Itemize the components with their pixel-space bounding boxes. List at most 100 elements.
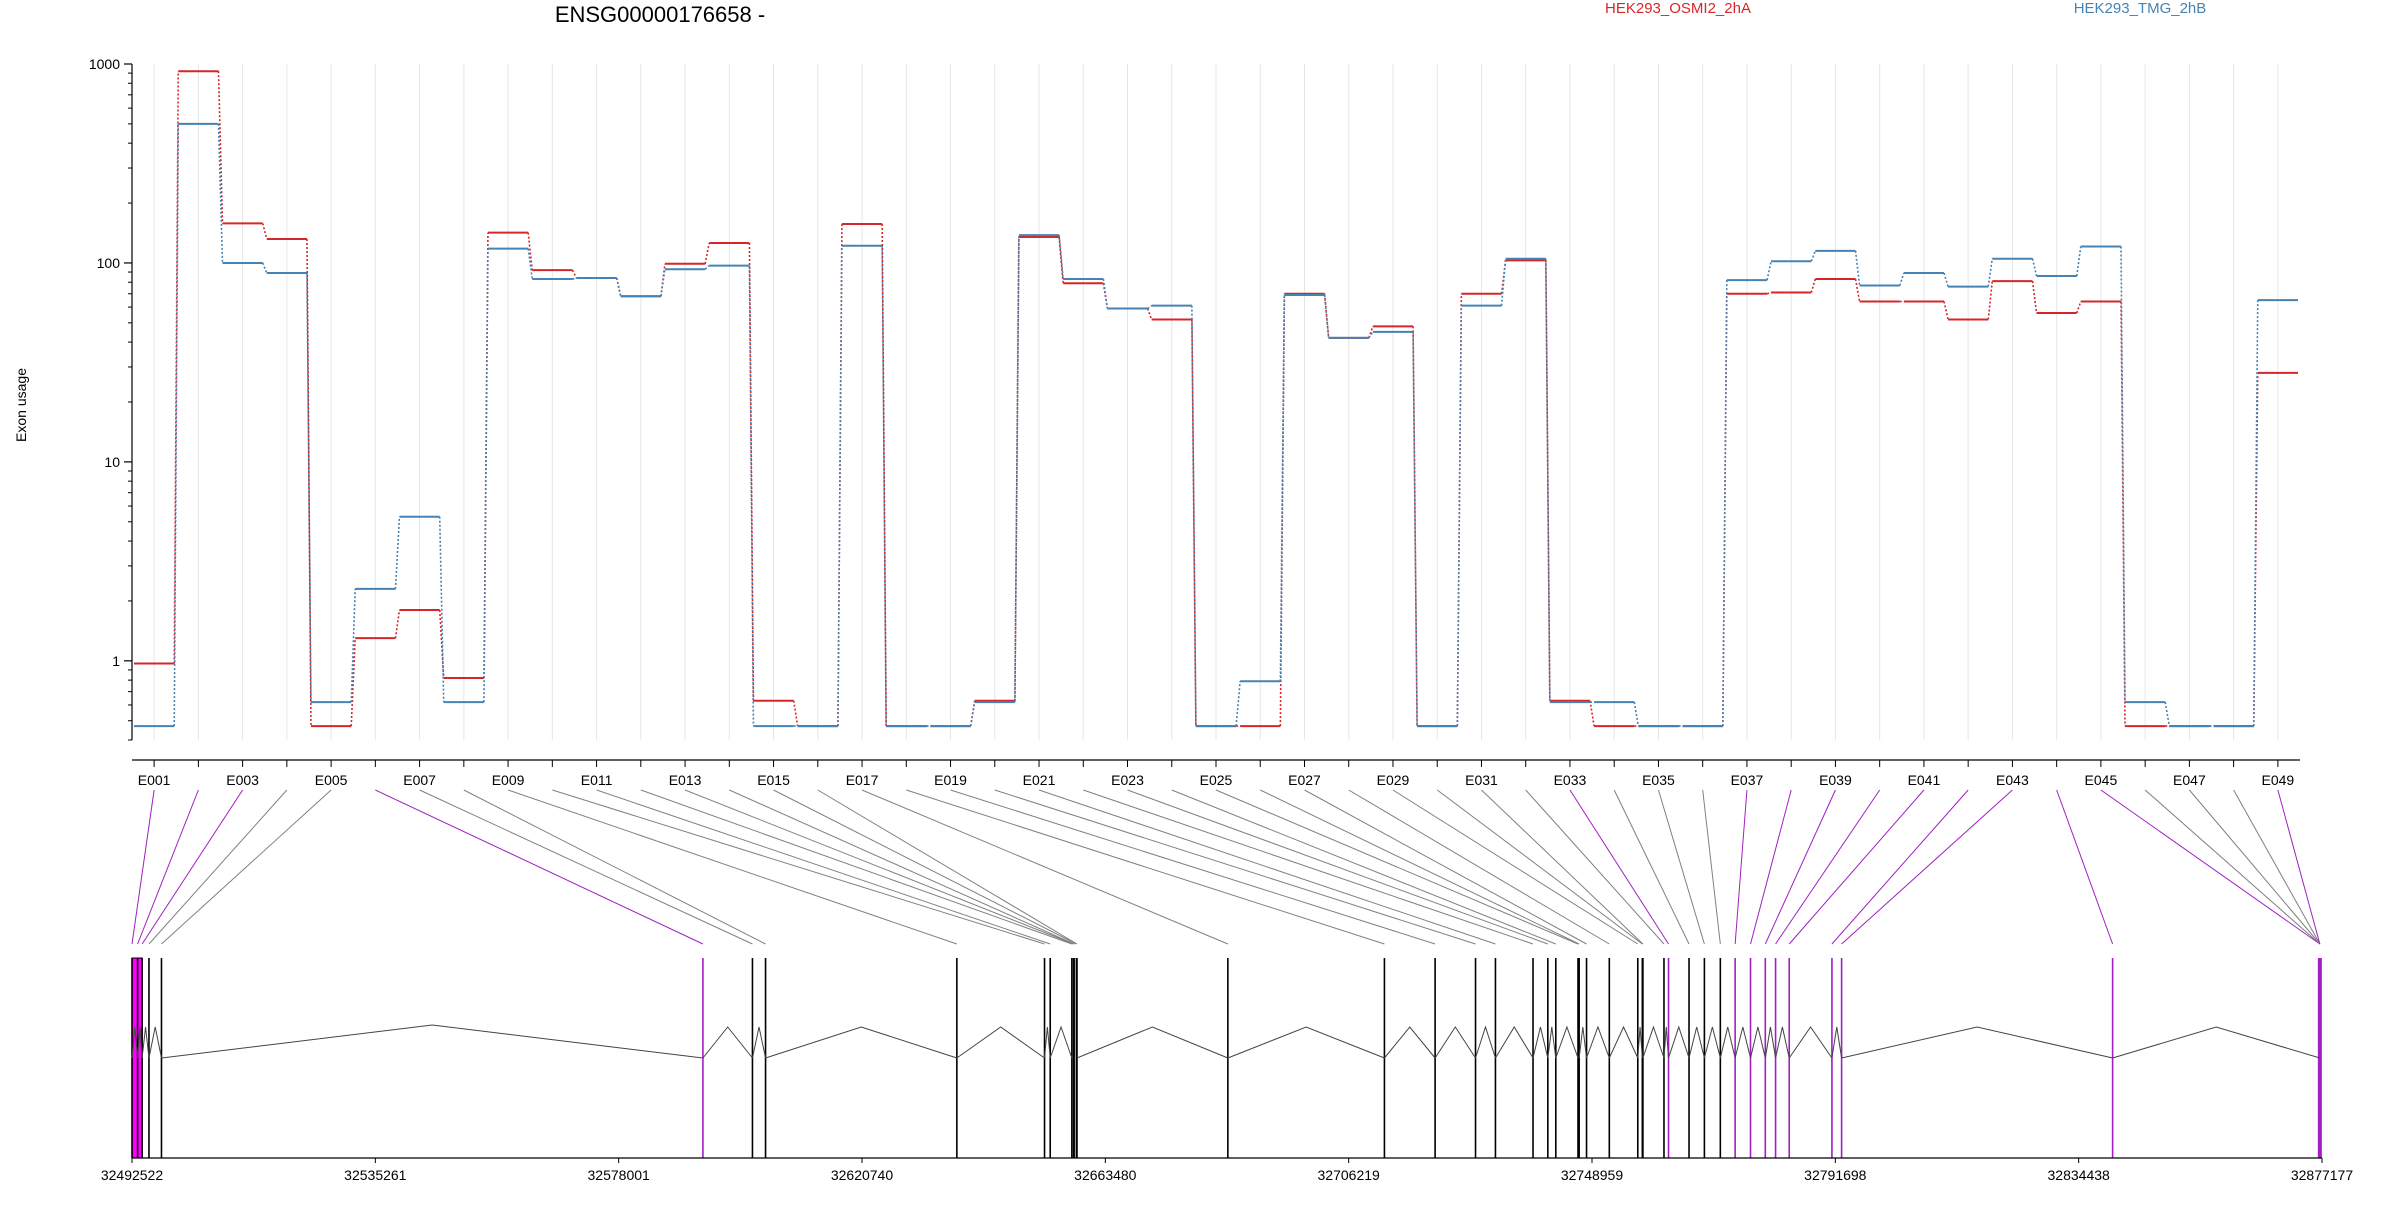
x-tick-label: E027	[1288, 772, 1321, 788]
x-tick-label: E029	[1377, 772, 1410, 788]
coord-tick-label: 32748959	[1561, 1167, 1624, 1183]
exon-connector	[596, 789, 1051, 945]
exon-connector	[906, 789, 1385, 945]
series-connector	[2031, 258, 2038, 277]
exon-connector	[1127, 789, 1548, 945]
intron-chevron	[1555, 1025, 1579, 1059]
intron-chevron	[1384, 1026, 1436, 1059]
x-tick-label: E047	[2173, 772, 2206, 788]
exon-connector	[1831, 789, 1969, 945]
intron-chevron	[702, 1026, 753, 1059]
exon-connector	[507, 789, 958, 945]
legend-entry: HEK293_OSMI2_2hA	[1605, 0, 1751, 17]
intron-chevron	[1475, 1025, 1496, 1059]
intron-chevron	[1668, 1025, 1690, 1059]
series-connector	[1854, 278, 1861, 302]
intron-chevron	[1642, 1025, 1665, 1059]
y-tick-label: 1000	[89, 56, 120, 72]
intron-chevron	[131, 1026, 139, 1059]
x-tick-label: E033	[1554, 772, 1587, 788]
intron-chevron	[1663, 1026, 1670, 1059]
series-connector	[438, 516, 445, 703]
series-connector	[217, 123, 224, 263]
exon-connector	[773, 789, 1077, 945]
x-tick-label: E037	[1731, 772, 1764, 788]
exon-connector	[1764, 789, 1836, 945]
exon-connector	[552, 789, 1045, 945]
series-connector	[261, 262, 268, 274]
exon-connector	[1392, 789, 1639, 945]
exon-connector	[1750, 789, 1792, 945]
series-connector	[1899, 272, 1905, 286]
x-tick-label: E041	[1908, 772, 1941, 788]
intron-chevron	[1841, 1026, 2113, 1059]
x-tick-label: E025	[1200, 772, 1233, 788]
intron-chevron	[1434, 1026, 1476, 1059]
intron-chevron	[1750, 1026, 1766, 1059]
intron-chevron	[1532, 1026, 1549, 1059]
series-connector	[2252, 300, 2259, 727]
y-axis: 1 10 100 1000	[89, 56, 133, 741]
series-HEK293_TMG_2hB	[134, 122, 2298, 728]
series-connector	[837, 245, 843, 727]
exon-connector	[1841, 789, 2013, 945]
intron-chevron	[956, 1026, 1045, 1059]
coord-tick-label: 32791698	[1804, 1167, 1867, 1183]
exon-connector	[2233, 789, 2321, 945]
series-connector	[350, 638, 357, 727]
x-axis: E001 E003 E005 E007 E009 E011 E013 E015 E017 E019…	[132, 759, 2300, 788]
exon-connector	[2277, 789, 2321, 945]
exon-connector	[861, 789, 1229, 945]
exon-connector	[1775, 789, 1881, 945]
intron-chevron	[765, 1026, 958, 1059]
coord-tick-label: 32578001	[588, 1167, 651, 1183]
series-connector	[1810, 278, 1817, 293]
intron-chevron	[1688, 1026, 1705, 1059]
series-connector	[1943, 272, 1949, 287]
exon-connector	[817, 789, 1078, 945]
series-connector	[1412, 331, 1418, 727]
x-tick-label: E043	[1996, 772, 2029, 788]
exon-connector	[1613, 789, 1690, 945]
series-connector	[173, 123, 180, 727]
exon-connector	[1215, 789, 1579, 945]
x-tick-label: E019	[934, 772, 967, 788]
exon-connector	[375, 789, 704, 945]
exon-connector	[950, 789, 1436, 945]
series-connector	[1102, 278, 1109, 309]
exon-connector	[1569, 789, 1669, 945]
exon-connector	[1171, 789, 1556, 945]
series-connector	[306, 273, 312, 703]
series-connector	[837, 223, 843, 727]
series-connector	[969, 702, 976, 727]
exon-connector	[1481, 789, 1644, 945]
series-connector	[217, 71, 224, 224]
intron-chevron	[1547, 1026, 1557, 1059]
series-layer	[134, 70, 2298, 728]
exon-connector	[1702, 789, 1721, 945]
x-tick-label: E003	[226, 772, 259, 788]
series-connector	[748, 242, 755, 701]
intron-chevron	[1734, 1026, 1751, 1059]
x-tick-label: E013	[669, 772, 702, 788]
exon-connector	[1348, 789, 1610, 945]
series-connector	[306, 238, 312, 727]
series-connector	[438, 610, 445, 679]
x-tick-label: E049	[2262, 772, 2295, 788]
coord-tick-label: 32834438	[2048, 1167, 2111, 1183]
exon-connector	[419, 789, 753, 945]
intron-chevron	[1227, 1026, 1385, 1059]
series-connector	[2164, 702, 2171, 727]
intron-chevron	[1703, 1026, 1721, 1059]
y-tick-label: 100	[97, 255, 121, 271]
intron-chevron	[1586, 1025, 1610, 1059]
exon-connector	[1788, 789, 1925, 945]
series-connector	[1943, 301, 1949, 320]
x-tick-label: E017	[846, 772, 879, 788]
x-tick-label: E045	[2085, 772, 2118, 788]
intron-chevron	[1076, 1026, 1229, 1059]
x-tick-label: E035	[1642, 772, 1675, 788]
exon-connector	[2100, 789, 2321, 945]
series-connector	[2120, 301, 2126, 727]
